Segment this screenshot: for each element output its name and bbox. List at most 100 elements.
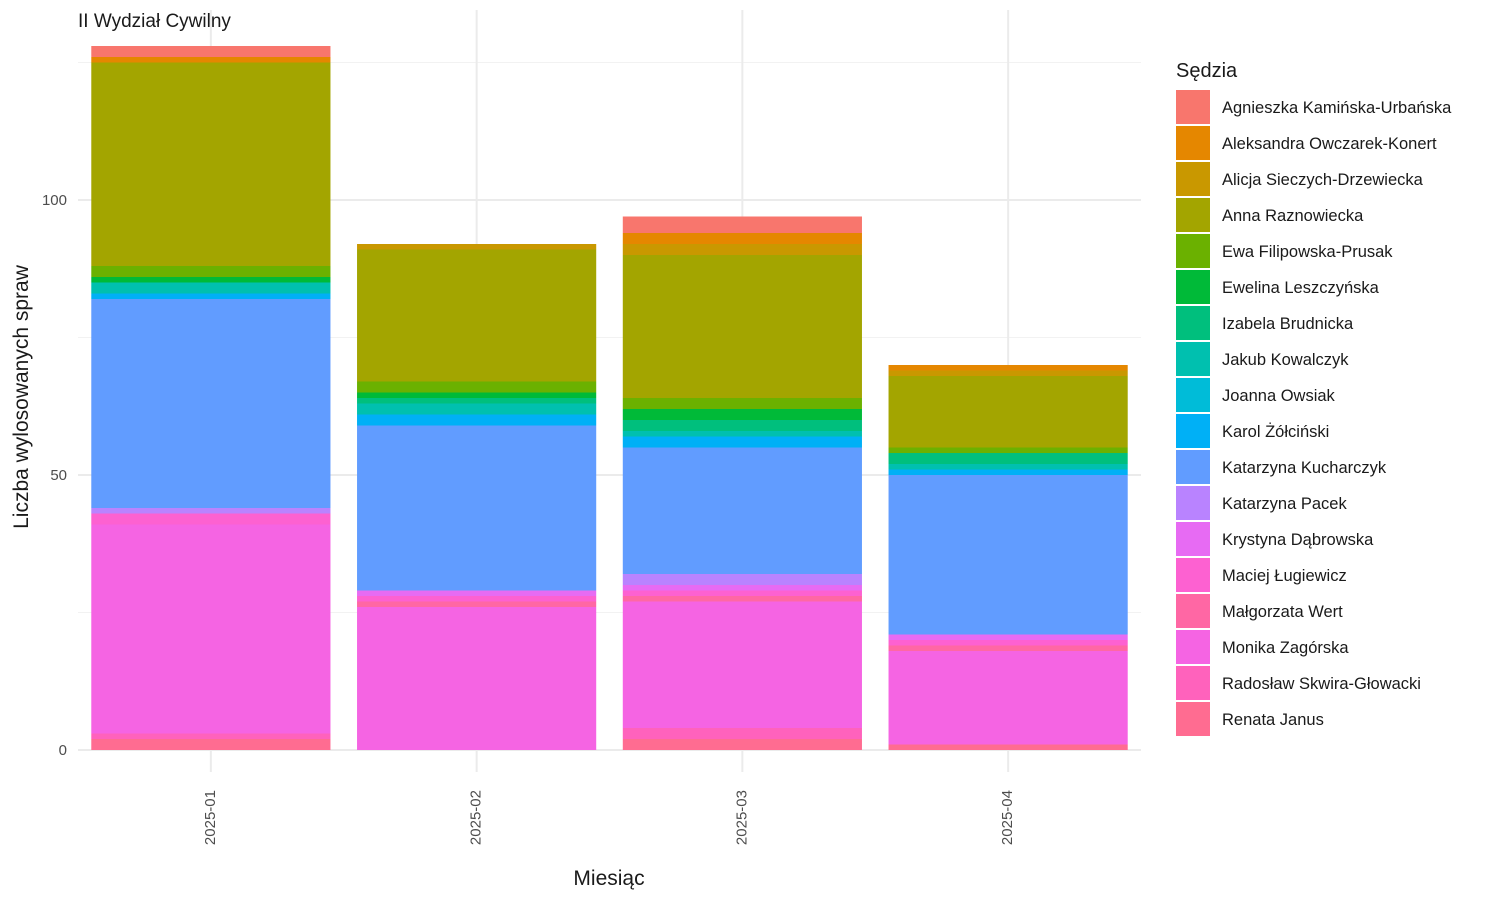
bar-segment: Ewa Filipowska-Prusak – 2025-02: 2	[357, 381, 597, 393]
y-axis-title: Liczba wylosowanych spraw	[10, 264, 33, 529]
x-axis-title: Miesiąc	[573, 867, 644, 890]
bar-segment: Krystyna Dąbrowska – 2025-03: 1	[622, 585, 862, 591]
bar-segment: Renata Janus – 2025-04: 1	[888, 744, 1128, 750]
bar-segment: Jakub Kowalczyk – 2025-02: 2	[357, 403, 597, 415]
bar-segment: Izabela Brudnicka – 2025-04: 2	[888, 453, 1128, 464]
legend-key	[1176, 270, 1210, 304]
bar-segment: Jakub Kowalczyk – 2025-01: 2	[91, 282, 331, 294]
bar-segment: Ewelina Leszczyńska – 2025-01: 1	[91, 277, 331, 283]
bar-segment: Alicja Sieczych-Drzewiecka – 2025-02: 1	[357, 244, 597, 250]
bar-segment: Katarzyna Kucharczyk – 2025-01: 38	[91, 299, 331, 508]
legend-key	[1176, 198, 1210, 232]
legend-label: Monika Zagórska	[1222, 639, 1349, 657]
bar-segment: Anna Raznowiecka – 2025-01: 37	[91, 62, 331, 266]
bar-segment: Karol Żółciński – 2025-02: 2	[357, 414, 597, 426]
legend-key	[1176, 594, 1210, 628]
bars: Renata Janus – 2025-01: 2Radosław Skwira…	[91, 46, 1128, 750]
x-tick-label: 2025-03	[733, 790, 750, 845]
bar-segment: Anna Raznowiecka – 2025-03: 26	[622, 255, 862, 398]
bar-segment: Monika Zagórska – 2025-04: 17	[888, 651, 1128, 745]
bar-segment: Karol Żółciński – 2025-03: 2	[622, 436, 862, 448]
legend: Sędzia Agnieszka Kamińska-Urbańska Aleksa…	[1176, 60, 1452, 736]
y-tick-label: 100	[42, 192, 67, 209]
bar-segment: Ewa Filipowska-Prusak – 2025-03: 2	[622, 398, 862, 409]
legend-label: Renata Janus	[1222, 711, 1324, 729]
legend-label: Agnieszka Kamińska-Urbańska	[1222, 99, 1452, 117]
bar-segment: Anna Raznowiecka – 2025-04: 13	[888, 376, 1128, 448]
bar-segment: Izabela Brudnicka – 2025-02: 1	[357, 398, 597, 404]
legend-key	[1176, 306, 1210, 340]
legend-label: Izabela Brudnicka	[1222, 315, 1354, 333]
legend-key	[1176, 702, 1210, 736]
bar-segment: Małgorzata Wert – 2025-03: 1	[622, 596, 862, 602]
bar-segment: Katarzyna Kucharczyk – 2025-04: 29	[888, 475, 1128, 635]
bar-segment: Aleksandra Owczarek-Konert – 2025-01: 1	[91, 57, 331, 63]
legend-label: Anna Raznowiecka	[1222, 207, 1364, 225]
bar-segment: Agnieszka Kamińska-Urbańska – 2025-01: 2	[91, 46, 331, 57]
legend-label: Ewa Filipowska-Prusak	[1222, 243, 1393, 261]
x-tick-label: 2025-02	[468, 790, 485, 845]
bar-segment: Aleksandra Owczarek-Konert – 2025-04: 1	[888, 365, 1128, 371]
bar-segment: Ewelina Leszczyńska – 2025-03: 2	[622, 409, 862, 420]
legend-label: Katarzyna Pacek	[1222, 495, 1347, 513]
bar-segment: Karol Żółciński – 2025-01: 1	[91, 293, 331, 299]
legend-key	[1176, 90, 1210, 124]
legend-key	[1176, 342, 1210, 376]
bar-segment: Katarzyna Pacek – 2025-01: 1	[91, 508, 331, 514]
bar-segment: Małgorzata Wert – 2025-02: 1	[357, 601, 597, 607]
bar-segment: Monika Zagórska – 2025-01: 38	[91, 524, 331, 734]
bar-segment: Radosław Skwira-Głowacki – 2025-01: 1	[91, 733, 331, 739]
chart-title: II Wydział Cywilny	[78, 11, 231, 32]
bar-segment: Ewelina Leszczyńska – 2025-02: 1	[357, 392, 597, 398]
legend-key	[1176, 450, 1210, 484]
bar-segment: Maciej Ługiewicz – 2025-01: 2	[91, 513, 331, 525]
bar-segment: Monika Zagórska – 2025-02: 26	[357, 607, 597, 750]
bar-segment: Katarzyna Kucharczyk – 2025-03: 23	[622, 447, 862, 574]
bar-segment: Monika Zagórska – 2025-03: 23	[622, 601, 862, 728]
bar-segment: Katarzyna Kucharczyk – 2025-02: 30	[357, 425, 597, 591]
bar-segment: Radosław Skwira-Głowacki – 2025-03: 2	[622, 728, 862, 739]
legend-key	[1176, 162, 1210, 196]
bar-segment: Krystyna Dąbrowska – 2025-04: 1	[888, 634, 1128, 640]
bar-segment: Karol Żółciński – 2025-04: 1	[888, 469, 1128, 475]
bar-segment: Maciej Ługiewicz – 2025-04: 1	[888, 640, 1128, 646]
legend-key	[1176, 414, 1210, 448]
legend-key	[1176, 234, 1210, 268]
bar-segment: Ewa Filipowska-Prusak – 2025-01: 2	[91, 266, 331, 277]
legend-key	[1176, 378, 1210, 412]
legend-label: Jakub Kowalczyk	[1222, 351, 1349, 369]
legend-label: Krystyna Dąbrowska	[1222, 531, 1374, 549]
legend-label: Joanna Owsiak	[1222, 387, 1336, 405]
legend-title: Sędzia	[1176, 60, 1238, 82]
legend-label: Katarzyna Kucharczyk	[1222, 459, 1387, 477]
bar-segment: Krystyna Dąbrowska – 2025-02: 1	[357, 590, 597, 596]
y-tick-label: 0	[59, 742, 67, 759]
bar-segment: Maciej Ługiewicz – 2025-02: 1	[357, 596, 597, 602]
bar-segment: Aleksandra Owczarek-Konert – 2025-03: 2	[622, 233, 862, 244]
legend-label: Radosław Skwira-Głowacki	[1222, 675, 1421, 693]
bar-segment: Izabela Brudnicka – 2025-03: 2	[622, 420, 862, 431]
bar-segment: Ewa Filipowska-Prusak – 2025-04: 1	[888, 447, 1128, 453]
legend-label: Alicja Sieczych-Drzewiecka	[1222, 171, 1424, 189]
legend-key	[1176, 486, 1210, 520]
y-tick-label: 50	[50, 467, 67, 484]
bar-segment: Anna Raznowiecka – 2025-02: 24	[357, 249, 597, 382]
bar-segment: Alicja Sieczych-Drzewiecka – 2025-04: 1	[888, 370, 1128, 376]
legend-key	[1176, 558, 1210, 592]
bar-segment: Agnieszka Kamińska-Urbańska – 2025-03: 3	[622, 216, 862, 233]
legend-key	[1176, 522, 1210, 556]
x-tick-label: 2025-01	[202, 790, 219, 845]
axes: 0 50 100 2025-01 2025-02 2025-03 2025-04	[42, 192, 1016, 845]
legend-label: Karol Żółciński	[1222, 422, 1329, 441]
bar-segment: Maciej Ługiewicz – 2025-03: 1	[622, 590, 862, 596]
legend-key	[1176, 666, 1210, 700]
bar-segment: Alicja Sieczych-Drzewiecka – 2025-03: 2	[622, 244, 862, 255]
bar-segment: Renata Janus – 2025-03: 2	[622, 739, 862, 750]
bar-segment: Jakub Kowalczyk – 2025-03: 1	[622, 431, 862, 437]
bar-segment: Katarzyna Pacek – 2025-03: 2	[622, 574, 862, 585]
bar-segment: Renata Janus – 2025-01: 2	[91, 739, 331, 750]
legend-key	[1176, 630, 1210, 664]
legend-key	[1176, 126, 1210, 160]
bar-segment: Jakub Kowalczyk – 2025-04: 1	[888, 464, 1128, 470]
